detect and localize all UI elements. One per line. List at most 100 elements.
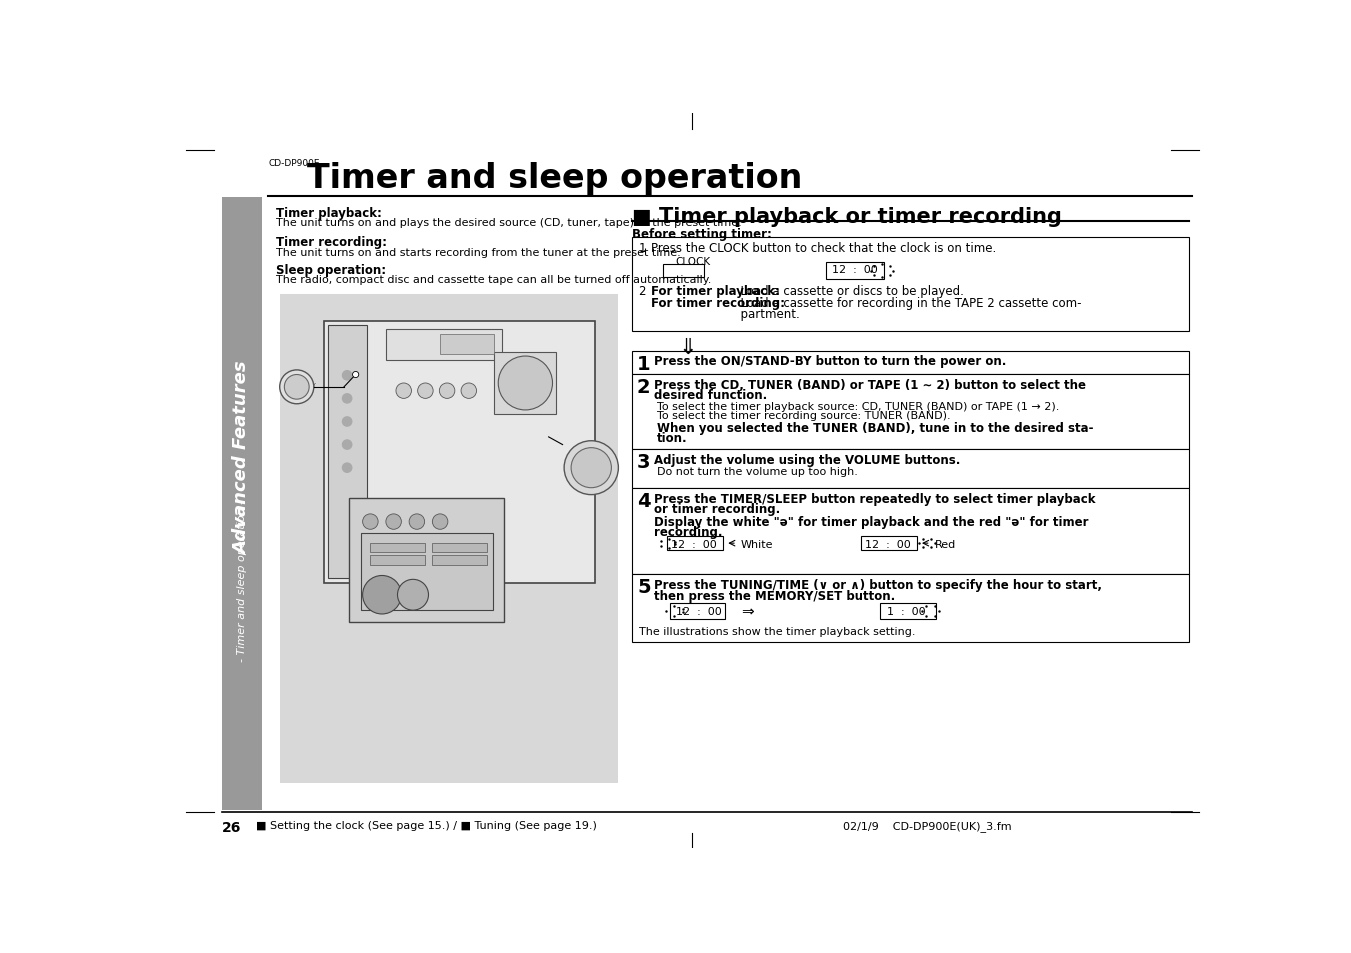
Text: 12:00: 12:00 (444, 337, 471, 348)
Text: Advanced Features: Advanced Features (232, 360, 251, 554)
Bar (370, 543, 424, 553)
Circle shape (397, 579, 428, 611)
Text: 2: 2 (636, 377, 651, 396)
Text: To select the timer playback source: CD, TUNER (BAND) or TAPE (1 → 2).: To select the timer playback source: CD,… (657, 401, 1059, 412)
Text: ■ Setting the clock (See page 15.) / ■ Tuning (See page 19.): ■ Setting the clock (See page 15.) / ■ T… (255, 821, 597, 830)
Text: 02/1/9    CD-DP900E(UK)_3.fm: 02/1/9 CD-DP900E(UK)_3.fm (843, 821, 1012, 831)
Text: Timer playback:: Timer playback: (276, 207, 382, 219)
Text: ⇓: ⇓ (678, 337, 697, 357)
Text: Adjust the volume using the VOLUME buttons.: Adjust the volume using the VOLUME butto… (654, 454, 961, 467)
Text: Press the CLOCK button to check that the clock is on time.: Press the CLOCK button to check that the… (651, 242, 996, 255)
Bar (432, 543, 486, 553)
Text: △: △ (588, 460, 594, 471)
Text: 12  :  00: 12 : 00 (832, 265, 878, 275)
Bar (632, 450, 1189, 488)
Bar (632, 375, 1189, 450)
Bar (440, 335, 494, 355)
Text: CLOCK: CLOCK (676, 256, 711, 267)
Text: To select the timer recording source: TUNER (BAND).: To select the timer recording source: TU… (657, 411, 951, 420)
Bar (361, 534, 493, 611)
Circle shape (353, 372, 359, 378)
Bar (432, 556, 486, 565)
Text: The unit turns on and plays the desired source (CD, tuner, tape) at the preset t: The unit turns on and plays the desired … (276, 218, 742, 228)
Circle shape (439, 383, 455, 399)
Text: VIDEO: VIDEO (417, 511, 434, 516)
Text: partment.: partment. (734, 308, 800, 320)
Circle shape (432, 515, 449, 530)
Bar (494, 353, 557, 415)
Text: Red: Red (935, 539, 955, 549)
Circle shape (280, 371, 313, 404)
Text: Press the TUNING/TIME (∨ or ∧) button to specify the hour to start,: Press the TUNING/TIME (∨ or ∧) button to… (654, 578, 1102, 591)
Text: TAPE: TAPE (397, 511, 411, 516)
Bar (861, 537, 917, 551)
Text: 12  :  00: 12 : 00 (671, 539, 717, 549)
Bar (632, 488, 1189, 575)
Text: 2: 2 (639, 285, 646, 298)
Bar (632, 352, 1189, 375)
Text: Timer recording:: Timer recording: (276, 236, 386, 249)
Text: or timer recording.: or timer recording. (654, 503, 781, 516)
Text: then press the MEMORY/SET button.: then press the MEMORY/SET button. (654, 589, 896, 602)
Circle shape (342, 372, 351, 380)
Text: ⇒: ⇒ (740, 604, 754, 618)
Text: ■ Timer playback or timer recording: ■ Timer playback or timer recording (632, 207, 1062, 227)
Text: CLOCK  TIMER/SLEEP: CLOCK TIMER/SLEEP (374, 536, 439, 541)
Text: Press the TIMER/SLEEP button repeatedly to select timer playback: Press the TIMER/SLEEP button repeatedly … (654, 492, 1096, 505)
Text: 4: 4 (636, 491, 651, 510)
Text: For timer playback:: For timer playback: (651, 285, 780, 298)
Text: 12  :  00: 12 : 00 (865, 539, 911, 549)
Circle shape (342, 417, 351, 427)
Bar (663, 264, 704, 278)
Bar (370, 556, 424, 565)
Text: 1  :  00: 1 : 00 (886, 606, 925, 616)
Text: 1: 1 (636, 355, 651, 374)
Bar (350, 499, 504, 622)
Bar (881, 603, 936, 618)
Text: ON/: ON/ (288, 377, 300, 382)
Text: Press the CD, TUNER (BAND) or TAPE (1 ∼ 2) button to select the: Press the CD, TUNER (BAND) or TAPE (1 ∼ … (654, 378, 1086, 391)
Circle shape (565, 441, 619, 496)
Text: 3: 3 (636, 453, 650, 472)
Text: recording.: recording. (654, 526, 723, 538)
Text: Timer and sleep operation: Timer and sleep operation (307, 162, 802, 194)
Bar (825, 263, 884, 280)
Text: Sleep operation:: Sleep operation: (276, 264, 386, 276)
Text: CD: CD (361, 511, 370, 516)
Text: Do not turn the volume up too high.: Do not turn the volume up too high. (657, 467, 858, 476)
Text: 5: 5 (636, 578, 651, 597)
Circle shape (386, 515, 401, 530)
Circle shape (409, 515, 424, 530)
Text: The unit turns on and starts recording from the tuner at the preset time.: The unit turns on and starts recording f… (276, 248, 681, 257)
Text: - Timer and sleep operation -: - Timer and sleep operation - (236, 499, 247, 661)
Circle shape (417, 383, 434, 399)
Bar (222, 197, 262, 810)
Bar (670, 603, 725, 618)
Text: tion.: tion. (657, 432, 688, 445)
Circle shape (342, 395, 351, 403)
Text: White: White (740, 539, 773, 549)
Circle shape (362, 515, 378, 530)
Bar (324, 322, 596, 583)
Text: 26: 26 (222, 821, 240, 835)
Text: STAND-BY: STAND-BY (285, 383, 316, 388)
Circle shape (461, 383, 477, 399)
Text: Load a cassette or discs to be played.: Load a cassette or discs to be played. (734, 285, 965, 298)
Circle shape (342, 440, 351, 450)
Text: desired function.: desired function. (654, 389, 767, 402)
Circle shape (499, 356, 553, 411)
Text: Load a cassette for recording in the TAPE 2 cassette com-: Load a cassette for recording in the TAP… (734, 296, 1082, 310)
Bar (328, 326, 366, 578)
Circle shape (571, 448, 612, 488)
Text: 12  :  00: 12 : 00 (676, 606, 721, 616)
Text: CD-DP900E: CD-DP900E (267, 159, 320, 168)
Text: 1: 1 (639, 242, 646, 255)
Text: Before setting timer:: Before setting timer: (632, 228, 773, 241)
Text: TUNER: TUNER (378, 511, 397, 516)
Bar (386, 330, 503, 360)
Text: Press the ON/STAND-BY button to turn the power on.: Press the ON/STAND-BY button to turn the… (654, 355, 1006, 368)
Text: The radio, compact disc and cassette tape can all be turned off automatically.: The radio, compact disc and cassette tap… (276, 275, 711, 285)
Circle shape (396, 383, 412, 399)
Bar (632, 237, 1189, 332)
Text: ▽: ▽ (588, 476, 594, 486)
